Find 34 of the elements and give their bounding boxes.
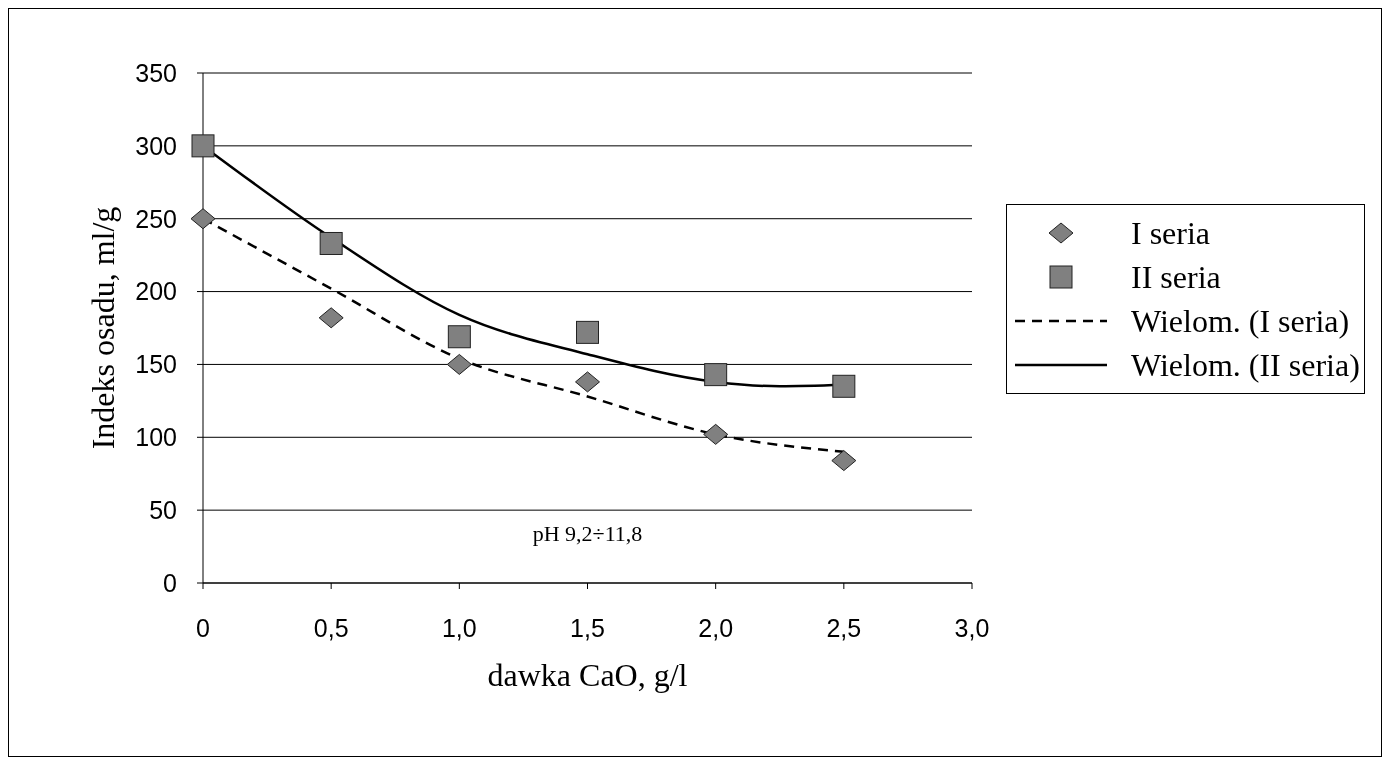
legend-label: Wielom. (I seria) — [1131, 302, 1350, 340]
y-axis-title: Indeks osadu, ml/g — [85, 206, 122, 450]
point — [703, 423, 729, 445]
y-tick-label: 200 — [135, 277, 177, 306]
x-tick-label: 3,0 — [954, 613, 990, 642]
point — [575, 371, 600, 393]
x-tick-label: 0 — [196, 613, 210, 642]
y-tick-label: 0 — [163, 568, 177, 597]
point — [318, 307, 344, 329]
x-tick-label: 1,0 — [441, 613, 477, 642]
y-tick-label: 50 — [149, 496, 177, 525]
point — [832, 374, 856, 398]
x-axis-title: dawka CaO, g/l — [487, 657, 688, 693]
point — [576, 320, 599, 344]
legend-label: Wielom. (II seria) — [1131, 346, 1360, 384]
point — [319, 231, 343, 255]
y-tick-label: 350 — [135, 58, 177, 87]
legend-label: II seria — [1131, 258, 1221, 296]
point — [190, 208, 216, 230]
y-tick-label: 150 — [135, 350, 177, 379]
point — [446, 353, 472, 375]
point — [447, 325, 471, 349]
x-tick-label: 0,5 — [313, 613, 349, 642]
x-tick-label: 2,0 — [698, 613, 734, 642]
x-tick-label: 1,5 — [570, 613, 605, 642]
annotation: pH 9,2÷11,8 — [531, 521, 644, 547]
legend-label: I seria — [1131, 214, 1211, 252]
y-tick-label: 250 — [135, 204, 177, 233]
y-tick-label: 300 — [135, 131, 177, 160]
point — [831, 450, 857, 472]
y-tick-label: 100 — [135, 423, 177, 452]
point — [704, 363, 728, 387]
point — [191, 134, 215, 158]
x-tick-label: 2,5 — [826, 613, 862, 642]
